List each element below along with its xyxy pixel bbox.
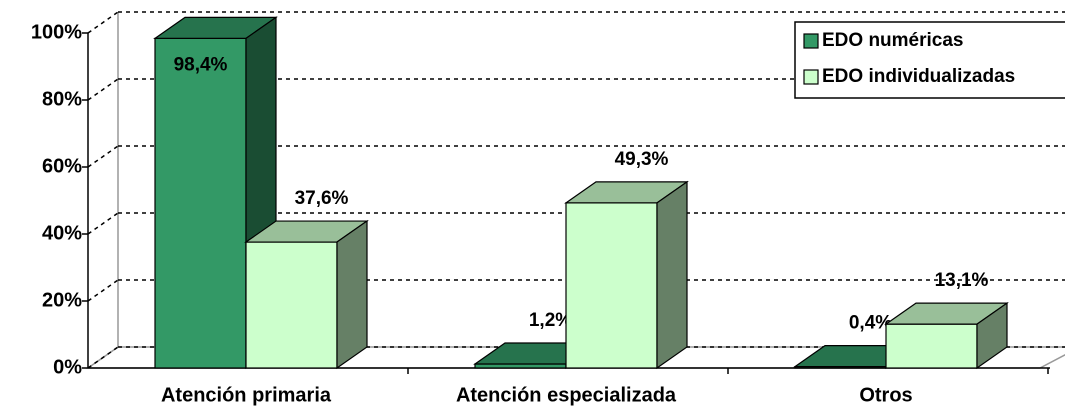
y-tick-label: 80%: [42, 88, 82, 110]
data-label: 37,6%: [295, 188, 349, 209]
legend-label: EDO individualizadas: [822, 66, 1015, 87]
bar-front: [474, 363, 567, 369]
y-tick-label: 0%: [53, 356, 82, 378]
bar: [244, 219, 369, 370]
bar-front: [245, 241, 338, 369]
x-tick-label: Atención especializada: [456, 384, 677, 406]
side-grid-line: [87, 279, 119, 302]
data-label: 0,4%: [849, 313, 892, 334]
bar-side: [656, 180, 688, 370]
data-label: 49,3%: [615, 149, 669, 170]
y-tick-label: 100%: [31, 21, 82, 43]
bar-front: [565, 202, 658, 369]
legend-box: [794, 21, 1065, 99]
data-label: 13,1%: [935, 270, 989, 291]
y-tick-label: 20%: [42, 289, 82, 311]
side-grid-line: [87, 11, 119, 34]
side-grid-line: [87, 212, 119, 235]
bar-front: [154, 37, 247, 369]
x-tick-label: Otros: [859, 384, 912, 406]
bar: [564, 180, 689, 370]
bar-side: [336, 219, 368, 370]
data-label: 1,2%: [529, 310, 572, 331]
side-grid-line: [87, 346, 119, 369]
bar-front: [885, 323, 978, 369]
bar-side: [976, 301, 1008, 370]
legend-swatch: [803, 33, 819, 49]
legend-label: EDO numéricas: [822, 30, 964, 51]
side-grid-line: [87, 78, 119, 101]
side-grid-line: [87, 145, 119, 168]
x-tick-label: Atención primaria: [161, 384, 332, 406]
data-label: 98,4%: [174, 54, 228, 75]
bar: [884, 301, 1009, 370]
y-tick-label: 60%: [42, 155, 82, 177]
y-tick-label: 40%: [42, 222, 82, 244]
legend-swatch: [803, 69, 819, 85]
